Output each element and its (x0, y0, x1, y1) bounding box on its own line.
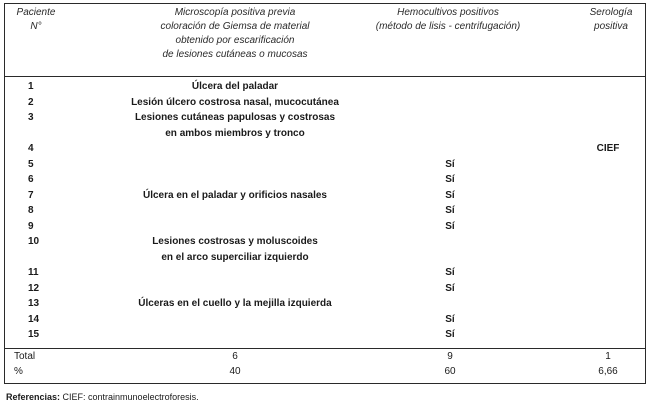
table-row: 9 Sí (0, 219, 650, 235)
table-row: 6 Sí (0, 172, 650, 188)
blood-culture-result: Sí (445, 267, 455, 278)
patient-number: 15 (28, 329, 40, 340)
table-row: 5 Sí (0, 157, 650, 173)
table-row: 15 Sí (0, 327, 650, 343)
patient-number: 2 (28, 96, 34, 108)
patient-number: 5 (28, 158, 34, 170)
table-row: 11 Sí (0, 265, 650, 281)
patient-number: 1 (28, 81, 34, 92)
table-frame (4, 3, 646, 384)
blood-culture-result: Sí (445, 174, 455, 185)
microscopy-finding: Úlcera del paladar (90, 79, 380, 95)
microscopy-finding: Úlcera en el paladar y orificios nasales (90, 188, 380, 204)
blood-culture-result: Sí (445, 158, 455, 170)
footnote-text: CIEF: contrainmunoelectroforesis. (60, 392, 199, 402)
microscopy-finding: Lesiones cutáneas papulosas y costrosas e… (90, 110, 380, 141)
header-microscopia: Microscopía positiva previa coloración d… (120, 6, 350, 62)
header-hemocultivos-line: Hemocultivos positivos (397, 7, 499, 18)
microscopy-finding-line: Úlcera del paladar (191, 81, 279, 92)
patient-number: 6 (28, 174, 34, 185)
header-microscopia-line: Microscopía positiva previa (174, 7, 296, 18)
blood-culture-result: Sí (445, 189, 455, 201)
header-paciente-line: N° (30, 21, 42, 32)
microscopy-finding-line: Úlcera en el paladar y orificios nasales (143, 189, 327, 201)
table-row: 10 Lesiones costrosas y moluscoides en el … (0, 234, 650, 265)
patient-number: 10 (28, 236, 40, 247)
totals-divider (4, 348, 646, 349)
microscopy-finding-line: en ambos miembros y tronco (165, 127, 305, 139)
patient-number: 4 (28, 143, 34, 154)
header-microscopia-line: coloración de Giemsa de material (160, 21, 310, 32)
table-row: 13 Úlceras en el cuello y la mejilla izqu… (0, 296, 650, 312)
table-row: 7 Úlcera en el paladar y orificios nasale… (0, 188, 650, 204)
microscopy-finding-line: Lesión úlcero costrosa nasal, mucocutáne… (131, 96, 339, 108)
header-serologia-line: positiva (594, 21, 628, 32)
totals-microscopy: 40 (229, 366, 241, 377)
header-serologia: Serología positiva (578, 6, 644, 34)
table-row: 3 Lesiones cutáneas papulosas y costrosas… (0, 110, 650, 141)
microscopy-finding: Úlceras en el cuello y la mejilla izquie… (90, 296, 380, 312)
patient-number: 7 (28, 189, 34, 201)
patient-number: 3 (28, 112, 34, 123)
totals-serology: 6,66 (598, 366, 618, 377)
header-hemocultivos-line: (método de lisis - centrifugación) (375, 21, 521, 32)
header-divider (4, 76, 646, 77)
totals-blood-culture: 60 (444, 366, 456, 377)
patient-number: 13 (28, 298, 40, 309)
serology-result: CIEF (596, 143, 620, 154)
blood-culture-result: Sí (445, 220, 455, 232)
patient-number: 9 (28, 220, 34, 232)
footnote: Referencias: CIEF: contrainmunoelectrofo… (6, 392, 199, 402)
microscopy-finding-line: en el arco superciliar izquierdo (161, 251, 309, 263)
header-microscopia-line: obtenido por escarificación (175, 35, 295, 46)
table-row: 12 Sí (0, 281, 650, 297)
totals-serology: 1 (605, 351, 611, 362)
microscopy-finding-line: Úlceras en el cuello y la mejilla izquie… (138, 298, 332, 309)
totals-label: Total (14, 351, 36, 362)
blood-culture-result: Sí (445, 205, 455, 216)
table-row: 14 Sí (0, 312, 650, 328)
table-row: 2 Lesión úlcero costrosa nasal, mucocután… (0, 95, 650, 111)
microscopy-finding: Lesión úlcero costrosa nasal, mucocutáne… (90, 95, 380, 111)
table-row: 8 Sí (0, 203, 650, 219)
header-serologia-line: Serología (589, 7, 633, 18)
header-paciente: Paciente N° (6, 6, 66, 34)
totals-label: % (14, 366, 23, 377)
patient-number: 14 (28, 313, 40, 325)
blood-culture-result: Sí (445, 313, 455, 325)
blood-culture-result: Sí (445, 282, 455, 294)
header-microscopia-line: de lesiones cutáneas o mucosas (162, 49, 308, 60)
microscopy-finding: Lesiones costrosas y moluscoides en el ar… (90, 234, 380, 265)
patient-number: 11 (28, 267, 39, 278)
microscopy-finding-line: Lesiones costrosas y moluscoides (152, 236, 318, 247)
table-row: 1 Úlcera del paladar (0, 79, 650, 95)
patient-number: 8 (28, 205, 34, 216)
header-paciente-line: Paciente (16, 7, 56, 18)
totals-blood-culture: 9 (447, 351, 453, 362)
microscopy-finding-line: Lesiones cutáneas papulosas y costrosas (134, 112, 336, 123)
totals-microscopy: 6 (232, 351, 238, 362)
blood-culture-result: Sí (445, 329, 455, 340)
table-row: 4 CIEF (0, 141, 650, 157)
footnote-label: Referencias: (6, 392, 61, 402)
patient-number: 12 (28, 282, 40, 294)
header-hemocultivos: Hemocultivos positivos (método de lisis … (358, 6, 538, 34)
